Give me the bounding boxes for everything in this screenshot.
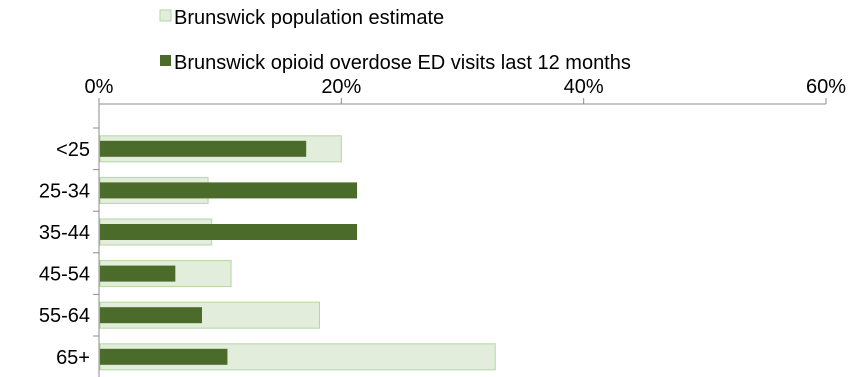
category-label: 35-44 xyxy=(39,222,90,244)
legend-label-ed-visits: Brunswick opioid overdose ED visits last… xyxy=(174,52,631,74)
legend-label-population: Brunswick population estimate xyxy=(174,7,444,29)
legend-swatch-population xyxy=(159,9,172,22)
category-label: <25 xyxy=(56,139,90,161)
category-label: 45-54 xyxy=(39,264,90,286)
x-tick-label: 60% xyxy=(806,76,846,98)
bar-ed-visits xyxy=(100,182,358,199)
category-label: 25-34 xyxy=(39,180,90,202)
bar-ed-visits xyxy=(100,348,228,365)
bar-population xyxy=(99,343,496,371)
x-tick-label: 40% xyxy=(564,76,604,98)
bar-ed-visits xyxy=(100,224,358,240)
legend: Brunswick population estimate Brunswick … xyxy=(159,7,631,74)
category-axis: <25 25-34 35-44 45-54 55-64 65+ xyxy=(39,104,100,377)
bar-ed-visits xyxy=(100,140,307,157)
category-label: 55-64 xyxy=(39,305,90,327)
bar-ed-visits xyxy=(100,265,176,282)
legend-swatch-ed-visits xyxy=(160,55,171,66)
bar-ed-visits xyxy=(100,307,202,324)
x-axis: 0% 20% 40% 60% xyxy=(85,76,846,105)
x-tick-label: 0% xyxy=(85,76,114,98)
plot-area xyxy=(99,135,496,371)
x-tick-label: 20% xyxy=(321,76,361,98)
category-label: 65+ xyxy=(56,347,90,369)
